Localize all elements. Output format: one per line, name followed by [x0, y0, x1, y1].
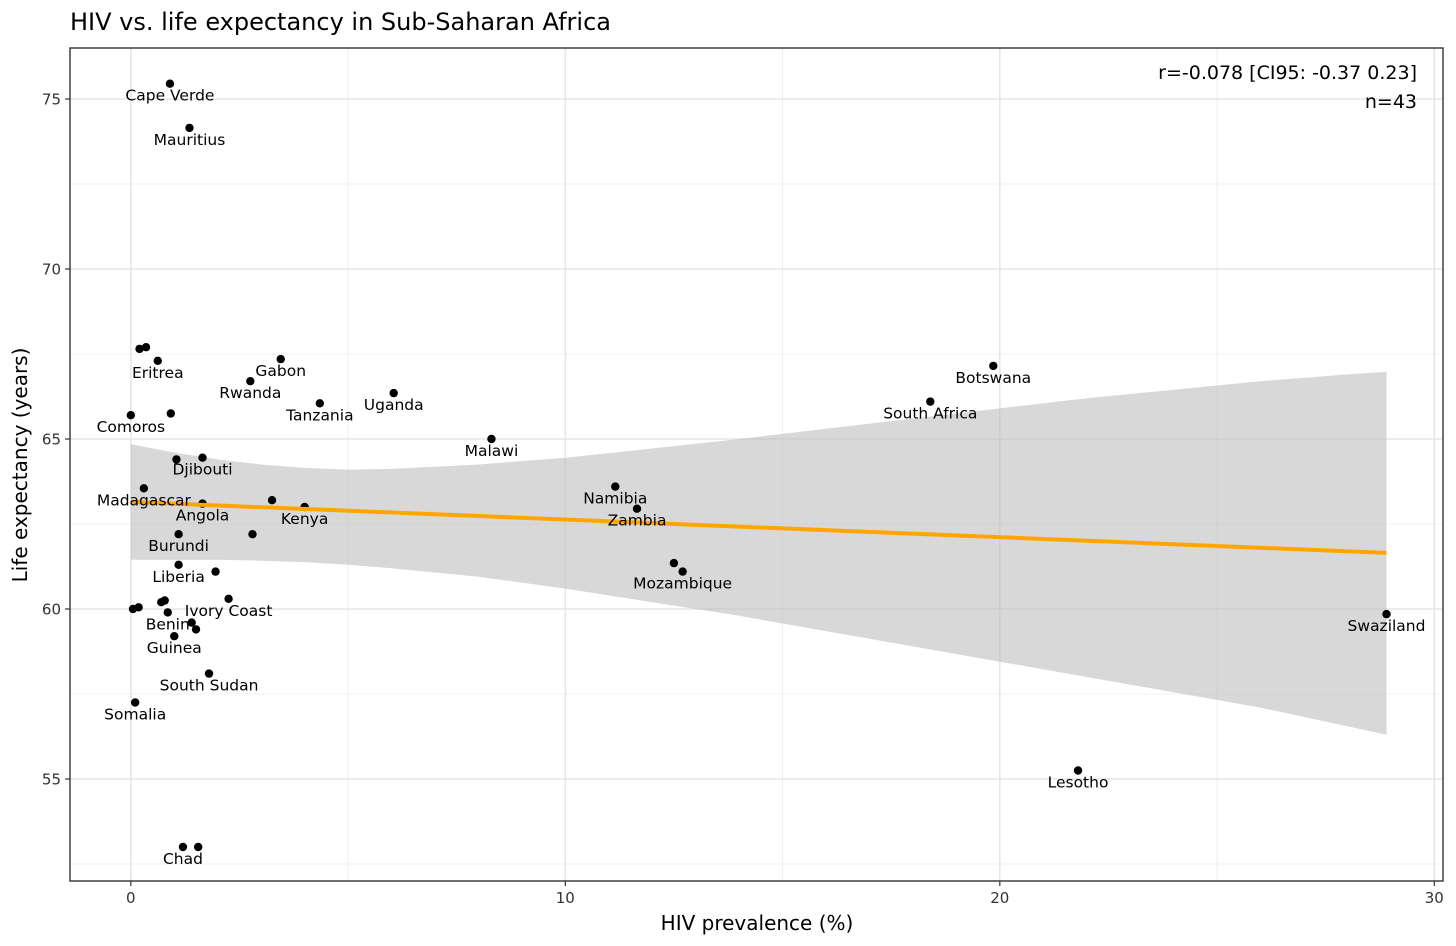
panel-border: [69, 47, 1444, 882]
point-label: Namibia: [583, 490, 647, 508]
data-point: [166, 409, 176, 418]
y-tick-label: 65: [42, 431, 61, 449]
data-point: [130, 698, 140, 707]
x-tick-label: 30: [1425, 889, 1444, 907]
point-label: Angola: [176, 507, 230, 525]
data-point: [248, 530, 257, 539]
point-label: Rwanda: [219, 384, 281, 402]
stats-annotation: n=43: [1365, 91, 1417, 113]
data-point: [139, 484, 149, 493]
data-point: [193, 842, 203, 852]
point-label: South Sudan: [160, 677, 259, 695]
data-point: [185, 123, 194, 133]
data-point: [174, 560, 183, 569]
x-axis-title: HIV prevalence (%): [661, 911, 854, 935]
data-point: [165, 79, 175, 88]
data-point: [989, 361, 998, 371]
y-tick-label: 60: [42, 601, 61, 619]
point-label: Ivory Coast: [185, 602, 273, 620]
data-point: [163, 608, 172, 617]
y-tick-label: 70: [42, 261, 61, 279]
point-label: Benin: [146, 615, 190, 633]
x-tick-label: 0: [126, 889, 136, 907]
point-label: Tanzania: [285, 406, 354, 424]
point-label: Botswana: [955, 369, 1031, 387]
x-tick-label: 20: [990, 889, 1009, 907]
point-label: Liberia: [152, 568, 205, 586]
data-point: [389, 388, 398, 398]
data-point: [669, 558, 679, 568]
point-label: Comoros: [97, 418, 165, 436]
point-label: Djibouti: [172, 461, 232, 479]
data-point: [487, 434, 496, 444]
point-label: Malawi: [465, 442, 519, 460]
point-label: Lesotho: [1048, 774, 1109, 792]
data-point: [141, 343, 151, 352]
data-point: [126, 411, 136, 420]
chart-title: HIV vs. life expectancy in Sub-Saharan A…: [70, 8, 611, 36]
data-point: [246, 377, 255, 386]
point-label: Zambia: [608, 512, 667, 530]
data-point: [224, 594, 233, 603]
regression-line: [130, 499, 1387, 555]
data-point: [160, 596, 169, 605]
point-label: Burundi: [148, 537, 209, 555]
data-point: [632, 504, 642, 513]
y-tick-label: 55: [42, 771, 61, 789]
data-point: [170, 632, 179, 641]
point-label: Mozambique: [633, 575, 732, 593]
point-label: Mauritius: [154, 131, 226, 149]
confidence-band: [130, 371, 1387, 735]
point-label: Madagascar: [97, 491, 192, 509]
data-point: [128, 604, 138, 614]
data-point: [1382, 609, 1391, 619]
data-point: [204, 669, 214, 678]
data-point: [315, 399, 325, 408]
data-point: [198, 453, 207, 462]
data-point: [178, 842, 188, 852]
data-point: [267, 496, 277, 505]
point-label: Eritrea: [132, 364, 184, 382]
y-tick-label: 75: [42, 91, 61, 109]
data-point: [153, 356, 162, 365]
point-label: Kenya: [281, 510, 328, 528]
data-point: [187, 618, 196, 627]
data-point: [926, 397, 935, 406]
data-point: [211, 567, 220, 576]
point-label: Gabon: [255, 362, 306, 380]
point-label: Cape Verde: [125, 87, 214, 105]
point-label: South Africa: [883, 405, 977, 423]
point-label: Somalia: [104, 706, 166, 724]
data-point: [174, 530, 183, 539]
point-label: Chad: [163, 850, 203, 868]
data-point: [135, 344, 144, 354]
data-point: [191, 625, 201, 634]
plot-panel: Cape Verde Mauritius Eritrea Gabon RwandaTan…: [69, 47, 1444, 882]
data-point: [276, 354, 285, 364]
stats-annotation: r=-0.078 [CI95: -0.37 0.23]: [1158, 62, 1417, 84]
point-label: Guinea: [147, 639, 202, 657]
data-point: [172, 455, 181, 464]
data-point: [1073, 766, 1083, 775]
data-point: [611, 482, 620, 491]
x-tick-label: 10: [556, 889, 575, 907]
point-label: Swaziland: [1348, 617, 1426, 635]
data-point: [678, 567, 687, 576]
y-axis-title: Life expectancy (years): [8, 348, 32, 583]
point-label: Uganda: [364, 396, 424, 414]
